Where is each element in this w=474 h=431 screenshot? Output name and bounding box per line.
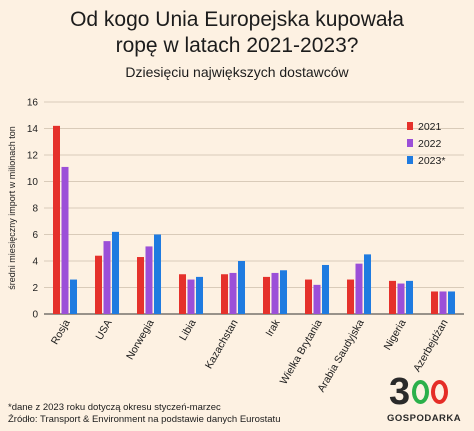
bar-6-1 [313, 284, 321, 314]
bar-4-2 [238, 261, 245, 314]
y-tick-label-0: 0 [32, 310, 38, 321]
x-tick-label-4: Kazachstan [203, 317, 241, 371]
logo-ring-red [431, 380, 448, 404]
chart-subtitle: Dziesięciu największych dostawców [125, 64, 349, 80]
legend-swatch-1 [407, 139, 413, 147]
x-tick-label-1: USA [93, 318, 114, 343]
y-tick-label-10: 10 [27, 177, 39, 188]
brand-logo: 3 GOSPODARKA [385, 371, 471, 427]
bar-3-0 [179, 274, 186, 314]
x-tick-label-7: Arabia Saudyjska [315, 317, 366, 394]
footnote: *dane z 2023 roku dotyczą okresu styczeń… [8, 402, 280, 426]
bar-4-1 [229, 272, 237, 314]
y-tick-label-14: 14 [27, 124, 39, 135]
bar-2-2 [154, 234, 161, 314]
x-tick-label-8: Nigeria [382, 317, 409, 352]
bar-5-1 [271, 272, 279, 314]
bar-1-0 [95, 255, 102, 314]
bar-7-0 [347, 279, 354, 314]
chart-title-line-2: ropę w latach 2021-2023? [115, 34, 359, 57]
y-tick-label-6: 6 [32, 230, 38, 241]
bar-5-2 [280, 270, 287, 314]
bar-8-0 [389, 280, 396, 314]
legend-label-1: 2022 [418, 138, 442, 150]
bar-3-1 [187, 279, 195, 314]
legend-swatch-2 [407, 156, 413, 164]
bar-4-0 [221, 274, 228, 314]
bar-6-2 [322, 264, 329, 314]
y-axis-label: średni miesięczny import w milionach ton [7, 126, 17, 290]
bar-8-2 [406, 280, 413, 314]
bar-0-0 [53, 125, 60, 314]
chart-title-line-1: Od kogo Unia Europejska kupowała [70, 8, 404, 31]
bar-3-2 [196, 276, 203, 314]
chart-title: Od kogo Unia Europejska kupowała ropę w … [0, 7, 474, 59]
bar-2-1 [145, 246, 153, 314]
footnote-note: *dane z 2023 roku dotyczą okresu styczeń… [8, 402, 221, 413]
x-tick-label-5: Irak [263, 317, 283, 339]
legend-label-2: 2023* [418, 155, 445, 167]
bar-1-2 [112, 231, 119, 314]
x-tick-label-9: Azerbejdżan [411, 317, 451, 374]
y-tick-label-2: 2 [32, 283, 38, 294]
bar-9-2 [448, 291, 455, 314]
footnote-source: Źródło: Transport & Environment na podst… [8, 414, 281, 425]
logo-digits: 3 [389, 371, 410, 413]
bar-0-2 [70, 279, 77, 314]
bar-0-1 [61, 166, 69, 314]
y-tick-label-16: 16 [27, 98, 39, 109]
bar-8-1 [397, 283, 405, 314]
bar-1-1 [103, 241, 111, 314]
x-tick-label-6: Wielka Brytania [278, 317, 325, 386]
x-tick-label-2: Norwegia [124, 317, 157, 362]
y-tick-label-12: 12 [27, 151, 39, 162]
logo-word: GOSPODARKA [387, 413, 462, 424]
x-tick-label-3: Libia [177, 317, 199, 342]
logo-ring-green [412, 380, 429, 404]
bar-7-2 [364, 254, 371, 314]
legend-swatch-0 [407, 122, 413, 130]
x-tick-label-0: Rosja [49, 317, 73, 346]
y-tick-label-8: 8 [32, 204, 38, 215]
bar-9-1 [439, 291, 447, 314]
y-tick-label-4: 4 [32, 257, 38, 268]
bar-9-0 [431, 291, 438, 314]
bar-6-0 [305, 279, 312, 314]
bar-2-0 [137, 257, 144, 314]
legend-label-0: 2021 [418, 121, 442, 133]
bar-7-1 [355, 263, 363, 314]
bar-5-0 [263, 276, 270, 314]
